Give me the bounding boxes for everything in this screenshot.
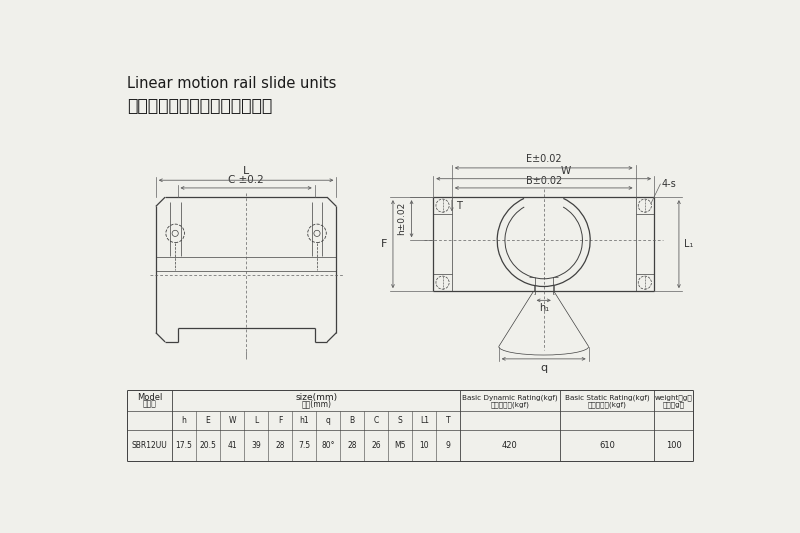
Text: h±0.02: h±0.02 [397,202,406,236]
Text: 100: 100 [666,441,682,450]
Text: F: F [381,239,387,249]
Text: 寸法(mm): 寸法(mm) [302,400,331,409]
Text: W: W [560,166,570,175]
Text: W: W [228,416,236,425]
Text: SBR12UU: SBR12UU [132,441,167,450]
Text: Linear motion rail slide units: Linear motion rail slide units [127,76,337,91]
Text: 7.5: 7.5 [298,441,310,450]
Text: L₁: L₁ [684,239,694,249]
Text: L: L [254,416,258,425]
Text: 重量（g）: 重量（g） [662,401,685,408]
Text: Model: Model [137,393,162,402]
Text: 4-s: 4-s [662,179,677,189]
Text: 26: 26 [371,441,381,450]
Text: 17.5: 17.5 [176,441,193,450]
Text: L1: L1 [420,416,429,425]
Text: h₁: h₁ [538,303,549,313]
Text: 動定格荷重(kgf): 動定格荷重(kgf) [490,401,530,408]
Text: F: F [278,416,282,425]
Text: M5: M5 [394,441,406,450]
Text: h: h [182,416,186,425]
Text: q: q [540,364,547,374]
Text: Basic Static Rating(kgf): Basic Static Rating(kgf) [565,394,649,401]
Text: size(mm): size(mm) [295,393,338,402]
Text: 420: 420 [502,441,518,450]
Text: 9: 9 [446,441,451,450]
Text: 28: 28 [347,441,357,450]
Text: q: q [326,416,330,425]
Text: 28: 28 [275,441,285,450]
Text: モデル: モデル [142,400,157,409]
Text: T: T [457,200,462,211]
Text: E: E [206,416,210,425]
Text: h1: h1 [299,416,309,425]
Text: T: T [446,416,450,425]
Text: E±0.02: E±0.02 [526,154,562,164]
Text: 静定格荷重(kgf): 静定格荷重(kgf) [587,401,626,408]
Text: 20.5: 20.5 [200,441,217,450]
Text: L: L [243,166,250,176]
Text: B: B [350,416,355,425]
Text: S: S [398,416,402,425]
Text: weight（g）: weight（g） [654,394,692,401]
Text: C ±0.2: C ±0.2 [228,175,264,185]
Text: 610: 610 [599,441,614,450]
Text: B±0.02: B±0.02 [526,175,562,185]
Text: リニアガイドスライドユニット: リニアガイドスライドユニット [127,97,272,115]
Text: 39: 39 [251,441,261,450]
Text: 10: 10 [419,441,429,450]
Text: 41: 41 [227,441,237,450]
Text: 80°: 80° [322,441,335,450]
Text: C: C [374,416,379,425]
Text: Basic Dynamic Rating(kgf): Basic Dynamic Rating(kgf) [462,394,558,401]
